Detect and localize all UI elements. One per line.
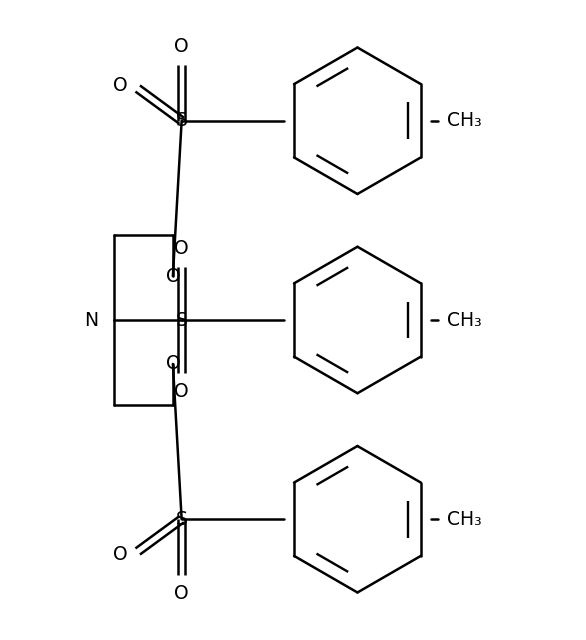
Text: S: S <box>176 310 188 330</box>
Text: O: O <box>175 239 189 259</box>
Text: O: O <box>113 76 127 95</box>
Text: O: O <box>166 355 180 374</box>
Text: O: O <box>175 37 189 56</box>
Text: CH₃: CH₃ <box>447 509 481 529</box>
Text: S: S <box>176 111 188 131</box>
Text: O: O <box>175 584 189 603</box>
Text: O: O <box>166 266 180 285</box>
Text: S: S <box>176 509 188 529</box>
Text: CH₃: CH₃ <box>447 310 481 330</box>
Text: O: O <box>113 545 127 564</box>
Text: O: O <box>175 381 189 401</box>
Text: CH₃: CH₃ <box>447 111 481 131</box>
Text: N: N <box>84 310 98 330</box>
